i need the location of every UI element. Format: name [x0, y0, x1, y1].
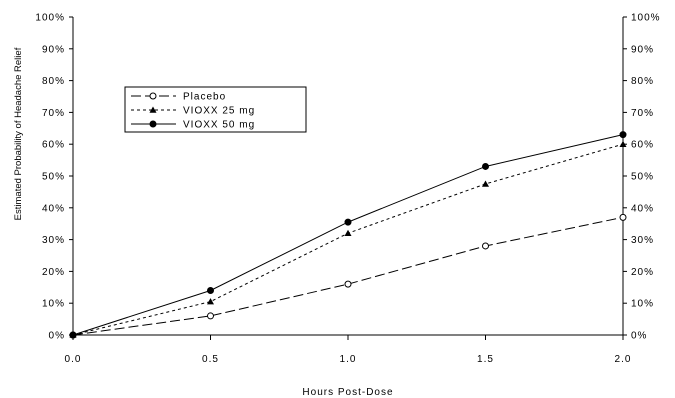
y-tick-label-right: 20% [631, 267, 654, 278]
data-point [619, 131, 627, 139]
y-tick-label-right: 90% [631, 44, 654, 55]
y-tick-label-left: 30% [42, 235, 65, 246]
series-2 [69, 131, 627, 339]
legend-label: VIOXX 25 mg [183, 106, 255, 117]
data-point [207, 286, 214, 294]
y-tick-label-left: 60% [42, 140, 65, 151]
y-tick-label-right: 80% [631, 76, 654, 87]
y-axis-title: Estimated Probability of Headache Relief [13, 47, 24, 220]
data-point [344, 229, 352, 237]
y-tick-label-left: 10% [42, 299, 65, 310]
y-tick-label-left: 90% [42, 44, 65, 55]
y-tick-label-right: 50% [631, 172, 654, 183]
series-group [69, 131, 627, 339]
series-1 [69, 140, 627, 338]
y-tick-label-left: 80% [42, 76, 65, 87]
y-tick-label-right: 70% [631, 108, 654, 119]
legend-marker [149, 106, 157, 113]
x-tick-label: 1.5 [477, 354, 494, 365]
x-tick-label: 0.5 [202, 354, 219, 365]
data-point [482, 180, 489, 187]
data-point [619, 213, 627, 221]
legend-label: Placebo [183, 92, 226, 103]
x-axis-title: Hours Post-Dose [302, 387, 393, 398]
legend-marker [149, 92, 157, 100]
data-point [344, 218, 352, 226]
y-tick-label-left: 50% [42, 172, 65, 183]
x-tick-label: 1.0 [340, 354, 357, 365]
x-tick-label: 2.0 [615, 354, 632, 365]
y-tick-label-right: 30% [631, 235, 654, 246]
y-tick-label-left: 40% [42, 203, 65, 214]
y-tick-label-left: 100% [35, 13, 65, 24]
series-line [72, 216, 624, 336]
y-tick-label-right: 100% [631, 13, 661, 24]
x-tick-label: 0.0 [65, 354, 82, 365]
legend-marker [149, 120, 157, 128]
y-tick-label-right: 0% [631, 331, 647, 342]
y-tick-label-left: 20% [42, 267, 65, 278]
legend: Placebo VIOXX 25 mg VIOXX 50 mg [124, 86, 307, 133]
data-point [207, 312, 214, 320]
legend-label: VIOXX 50 mg [183, 120, 255, 131]
tick-group: 0% 0% 10% 10% 20% 20% 30% 30% 40% 40% 50% 50% 60% 60%… [35, 13, 661, 366]
y-tick-label-right: 60% [631, 140, 654, 151]
y-tick-label-right: 40% [631, 203, 654, 214]
series-line [72, 143, 624, 336]
y-tick-label-left: 70% [42, 108, 65, 119]
data-point [344, 280, 352, 288]
data-point [482, 162, 489, 170]
data-point [207, 298, 214, 305]
y-tick-label-right: 10% [631, 299, 654, 310]
data-point [619, 140, 627, 147]
y-tick-label-left: 0% [49, 331, 65, 342]
data-point [482, 242, 489, 250]
data-point [69, 331, 77, 339]
